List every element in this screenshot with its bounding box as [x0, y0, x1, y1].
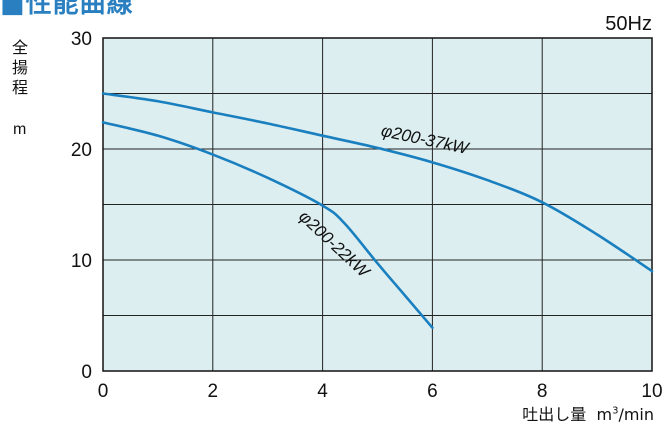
y-axis-unit: m: [13, 121, 27, 138]
title-text: ■性能曲線: [0, 0, 134, 19]
y-tick-label: 0: [81, 362, 92, 383]
tick-labels: 0 2 4 6 8 10 0 10 20 30: [71, 29, 663, 402]
chart-title: ■性能曲線: [0, 0, 134, 19]
x-tick-label: 6: [427, 381, 438, 402]
x-tick-label: 2: [208, 381, 219, 402]
y-tick-label: 20: [71, 140, 92, 161]
x-axis-label: 吐出し量 m3/min: [522, 401, 654, 425]
series-group: [101, 92, 654, 330]
y-tick-label: 10: [71, 251, 92, 272]
x-tick-label: 0: [98, 381, 109, 402]
frequency-label: 50Hz: [605, 13, 652, 35]
y-axis-label: 全揚程: [11, 38, 28, 97]
x-tick-label: 10: [641, 381, 662, 402]
x-axis-unit: m3/min: [596, 405, 654, 424]
plot-frame: [102, 37, 653, 372]
y-tick-label: 30: [71, 29, 92, 50]
series-line-0: [101, 92, 654, 273]
x-tick-label: 8: [537, 381, 548, 402]
series-line-1: [101, 121, 434, 330]
x-tick-label: 4: [317, 381, 328, 402]
x-axis-label-text: 吐出し量: [522, 405, 587, 424]
grid-lines: [103, 38, 652, 371]
